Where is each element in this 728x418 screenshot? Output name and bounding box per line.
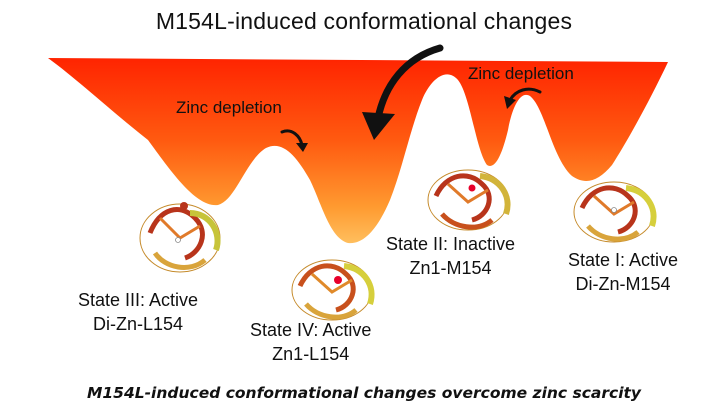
protein-structure-state-iii xyxy=(139,202,221,273)
zinc-depletion-arrow-right xyxy=(508,87,542,102)
state-iii-name: State III: Active xyxy=(78,290,199,310)
conformational-change-arrow xyxy=(374,44,444,122)
state-iv-name: State IV: Active xyxy=(250,320,372,340)
state-i-label: State I: Active Di-Zn-M154 xyxy=(568,248,678,296)
state-iv-label: State IV: Active Zn1-L154 xyxy=(250,318,371,366)
conformational-change-arrowhead xyxy=(362,112,395,140)
zinc-depletion-arrowhead-left xyxy=(296,143,308,152)
state-iii-variant: Di-Zn-L154 xyxy=(93,314,184,334)
zinc-depletion-label-right: Zinc depletion xyxy=(468,64,574,83)
zinc-depletion-arrow-left xyxy=(280,129,304,147)
state-iv-variant: Zn1-L154 xyxy=(272,344,350,364)
state-ii-label: State II: Inactive Zn1-M154 xyxy=(386,232,515,280)
protein-structure-state-iv xyxy=(291,259,375,321)
state-ii-name: State II: Inactive xyxy=(386,234,516,254)
state-i-name: State I: Active xyxy=(568,250,679,270)
figure-caption: M154L-induced conformational changes ove… xyxy=(86,384,642,402)
figure-title: M154L-induced conformational changes xyxy=(155,8,573,34)
energy-surface xyxy=(48,58,668,244)
zinc-depletion-label-left: Zinc depletion xyxy=(176,98,282,117)
protein-structure-state-i xyxy=(573,181,657,243)
state-i-variant: Di-Zn-M154 xyxy=(575,274,671,294)
state-iii-label: State III: Active Di-Zn-L154 xyxy=(78,288,198,336)
state-ii-variant: Zn1-M154 xyxy=(409,258,492,278)
protein-structure-state-ii xyxy=(427,169,511,231)
zinc-depletion-arrowhead-right xyxy=(504,96,516,109)
